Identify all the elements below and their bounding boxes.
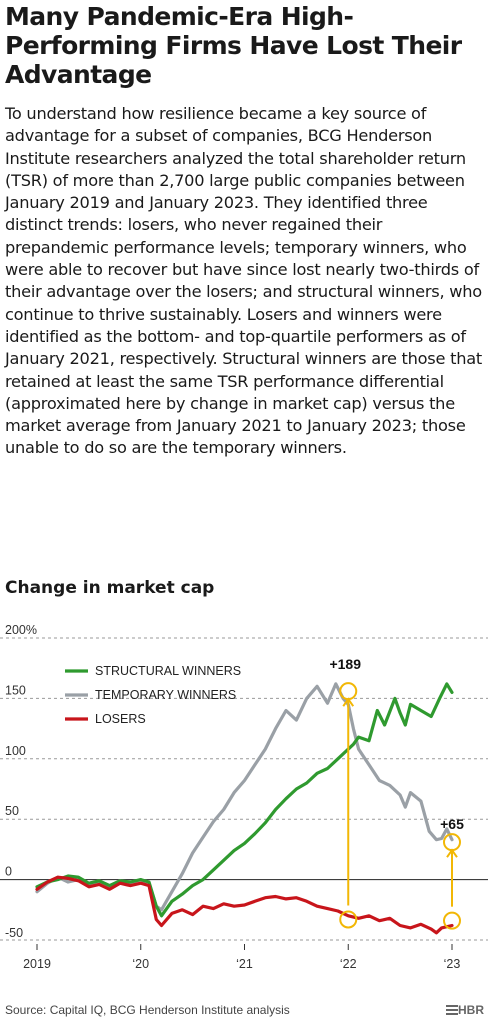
series-line-losers — [35, 875, 454, 935]
y-tick-label: 200% — [5, 623, 37, 637]
x-axis: 2019 ‘20 ‘21 ‘22 ‘23 — [23, 944, 460, 971]
y-tick-label: 50 — [5, 804, 19, 818]
x-tick-label: ‘22 — [340, 957, 357, 971]
annotation-circle-top — [443, 833, 461, 852]
x-tick-label: 2019 — [23, 957, 51, 971]
intro-text: To understand how resilience became a ke… — [5, 104, 482, 458]
hbr-logo-icon — [446, 1005, 458, 1015]
chart-title: Change in market cap — [5, 578, 215, 598]
series-line-structural-winners — [35, 682, 454, 918]
annotation-label: +189 — [329, 656, 361, 672]
series-lines — [35, 682, 454, 935]
legend-label: LOSERS — [95, 712, 146, 726]
hbr-logo-text: HBR — [458, 1003, 484, 1017]
annotation-circle-bottom — [443, 911, 461, 930]
hbr-logo: HBR — [446, 1003, 484, 1017]
chart-legend: STRUCTURAL WINNERS TEMPORARY WINNERS LOSER… — [65, 664, 241, 726]
annotation-label: +65 — [440, 816, 464, 832]
x-tick-label: ‘23 — [444, 957, 461, 971]
x-tick-label: ‘21 — [236, 957, 253, 971]
y-tick-label: -50 — [5, 926, 23, 940]
legend-label: TEMPORARY WINNERS — [95, 688, 236, 702]
y-axis-ticks: 200% 150 100 50 0 -50 — [5, 623, 37, 940]
source-note: Source: Capital IQ, BCG Henderson Instit… — [5, 1003, 290, 1017]
page-title: Many Pandemic-Era High-Performing Firms … — [5, 2, 462, 89]
y-tick-label: 100 — [5, 744, 26, 758]
x-tick-label: ‘20 — [132, 957, 149, 971]
market-cap-chart: 200% 150 100 50 0 -50 2019 ‘20 ‘21 ‘22 ‘23 +189 +6… — [0, 623, 488, 971]
y-tick-label: 150 — [5, 683, 26, 697]
legend-label: STRUCTURAL WINNERS — [95, 664, 241, 678]
chart-grid — [0, 637, 488, 941]
annotation-circle-top — [339, 682, 358, 701]
chart-annotations: +189 +65 — [329, 656, 464, 930]
annotation-circle-bottom — [339, 910, 358, 929]
y-tick-label: 0 — [5, 865, 12, 879]
